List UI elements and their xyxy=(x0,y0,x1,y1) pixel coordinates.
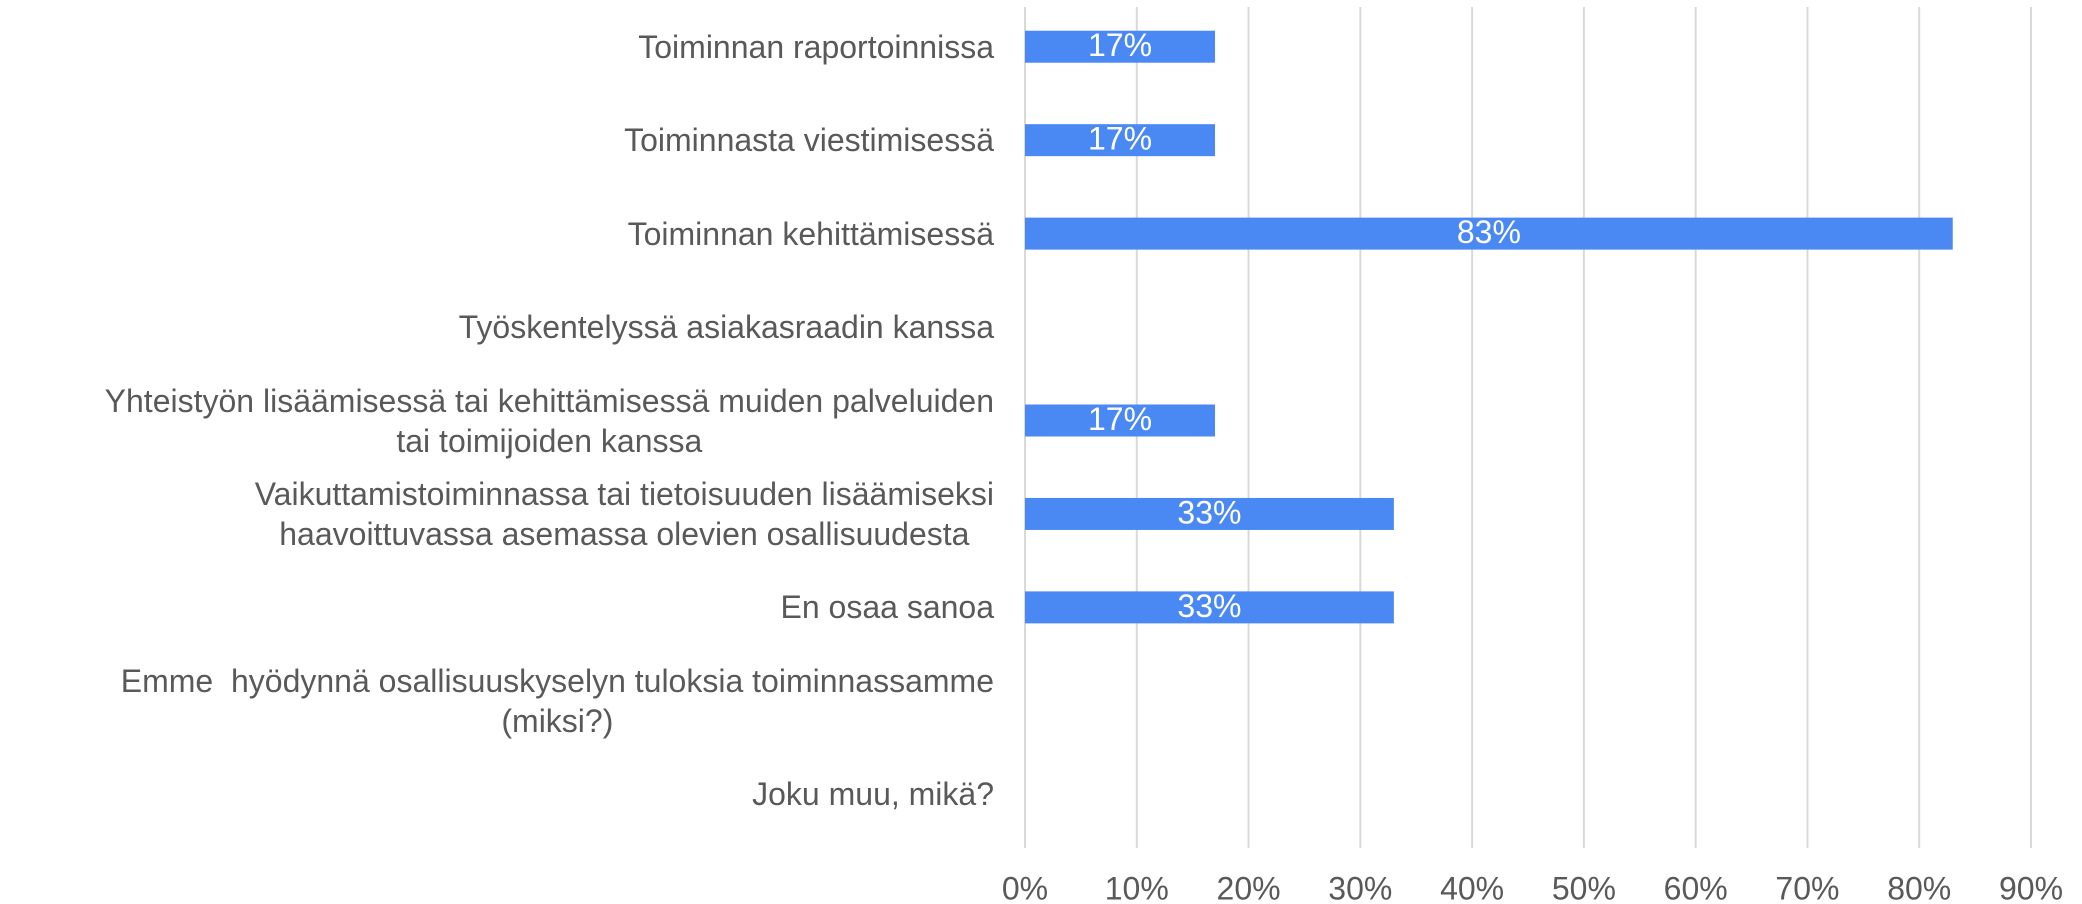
category-label: Yhteistyön lisäämisessä tai kehittämises… xyxy=(104,382,994,459)
bar xyxy=(1025,30,1216,63)
x-tick-label: 40% xyxy=(1440,870,1504,904)
x-tick-label: 50% xyxy=(1552,870,1616,904)
category-label: Toiminnan kehittämisessä xyxy=(627,215,994,252)
category-label: Emme hyödynnä osallisuuskyselyn tuloksia… xyxy=(120,662,994,739)
x-tick-label: 90% xyxy=(1999,870,2063,904)
bar xyxy=(1025,591,1394,624)
bar xyxy=(1025,497,1394,530)
x-tick-label: 70% xyxy=(1775,870,1839,904)
bar xyxy=(1025,124,1216,157)
data-label: 17% xyxy=(1088,401,1152,437)
data-label: 17% xyxy=(1088,121,1152,157)
category-label: Joku muu, mikä? xyxy=(752,776,994,813)
data-label: 33% xyxy=(1177,588,1241,624)
x-tick-label: 0% xyxy=(1002,870,1048,904)
data-label: 83% xyxy=(1457,214,1521,250)
category-label: Toiminnan raportoinnissa xyxy=(638,28,994,65)
category-label: Työskentelyssä asiakasraadin kanssa xyxy=(458,309,994,346)
x-tick-label: 30% xyxy=(1328,870,1392,904)
x-tick-label: 10% xyxy=(1105,870,1169,904)
bar xyxy=(1025,217,1953,250)
category-label: Vaikuttamistoiminnassa tai tietoisuuden … xyxy=(254,475,994,552)
data-label: 33% xyxy=(1177,494,1241,530)
bar xyxy=(1025,404,1216,437)
data-label: 17% xyxy=(1088,27,1152,63)
x-tick-label: 60% xyxy=(1664,870,1728,904)
category-label: En osaa sanoa xyxy=(780,589,995,626)
x-tick-label: 20% xyxy=(1217,870,1281,904)
x-tick-label: 80% xyxy=(1887,870,1951,904)
category-label: Toiminnasta viestimisessä xyxy=(624,122,994,159)
